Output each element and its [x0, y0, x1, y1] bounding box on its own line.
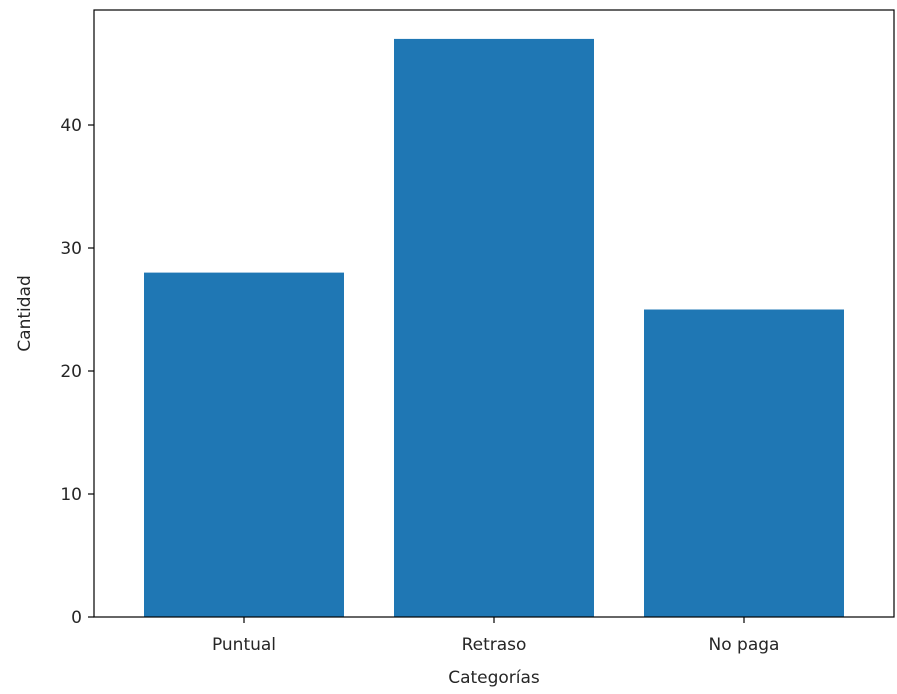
- y-tick-label: 10: [60, 485, 82, 505]
- plot-frame: [93, 9, 895, 618]
- bar-no-paga: [644, 309, 844, 617]
- bars-group: [144, 38, 844, 617]
- bar-retraso: [394, 38, 594, 617]
- y-tick-label: 0: [71, 608, 82, 628]
- y-axis-label: Cantidad: [15, 275, 35, 351]
- y-axis-ticks: 0 10 20 30 40: [60, 116, 94, 628]
- x-tick-label: Puntual: [212, 635, 276, 655]
- y-tick-label: 20: [60, 362, 82, 382]
- y-tick-label: 40: [60, 116, 82, 136]
- x-axis-ticks: Puntual Retraso No paga: [212, 617, 780, 655]
- y-tick-label: 30: [60, 239, 82, 259]
- bar-puntual: [144, 272, 344, 617]
- x-axis-label: Categorías: [448, 668, 540, 688]
- x-tick-label: Retraso: [462, 635, 527, 655]
- x-tick-label: No paga: [709, 635, 780, 655]
